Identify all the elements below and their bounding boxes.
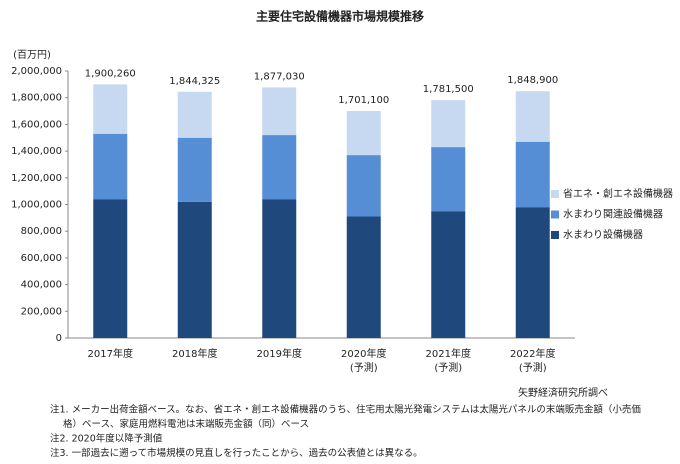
- legend-swatch: [551, 231, 559, 239]
- total-label: 1,900,260: [85, 68, 136, 79]
- x-tick-label: 2021年度: [426, 347, 471, 360]
- y-tick-label: 2,000,000: [11, 66, 62, 77]
- bar-segment: [515, 141, 550, 208]
- y-tick-label: 600,000: [21, 253, 62, 264]
- source: 矢野経済研究所調べ: [518, 386, 608, 399]
- y-tick-label: 1,600,000: [11, 119, 62, 130]
- bar-segment: [346, 110, 381, 156]
- x-tick-note: (予測): [350, 361, 378, 374]
- note: 注3. 一部過去に遡って市場規模の見直しを行ったことから、過去の公表値とは異なる…: [50, 447, 423, 459]
- y-tick-label: 0: [56, 333, 62, 344]
- total-label: 1,701,100: [338, 95, 389, 106]
- legend-label: 水まわり関連設備機器: [563, 208, 663, 221]
- y-tick-label: 400,000: [21, 280, 62, 291]
- note: 注1. メーカー出荷金額ベース。なお、省エネ・創エネ設備機器のうち、住宅用太陽光…: [50, 404, 641, 416]
- y-tick-label: 1,800,000: [11, 93, 62, 104]
- y-tick-label: 800,000: [21, 226, 62, 237]
- y-tick-label: 1,000,000: [11, 200, 62, 211]
- x-tick-label: 2022年度: [510, 347, 555, 360]
- total-label: 1,848,900: [507, 75, 558, 86]
- bar-segment: [93, 199, 128, 338]
- bar-segment: [262, 135, 297, 200]
- x-tick-note: (予測): [519, 361, 547, 374]
- bar-segment: [177, 91, 212, 138]
- chart-title: 主要住宅設備機器市場規模推移: [256, 9, 424, 24]
- bar-segment: [346, 216, 381, 338]
- x-tick-label: 2017年度: [88, 347, 133, 360]
- bar-segment: [431, 147, 466, 212]
- total-label: 1,844,325: [169, 76, 220, 87]
- note: 格）ベース、家庭用燃料電池は末端販売金額（同）ベース: [63, 418, 309, 430]
- legend-swatch: [551, 190, 559, 198]
- bar-segment: [177, 201, 212, 338]
- legend-swatch: [551, 210, 559, 219]
- y-unit: (百万円): [13, 49, 51, 61]
- note: 注2. 2020年度以降予測値: [50, 433, 163, 445]
- legend-label: 水まわり設備機器: [563, 228, 643, 241]
- bar-segment: [262, 199, 297, 338]
- x-tick-note: (予測): [434, 361, 462, 374]
- bar-segment: [262, 87, 297, 136]
- bar-segment: [346, 155, 381, 217]
- y-tick-label: 200,000: [21, 306, 62, 317]
- x-tick-label: 2020年度: [341, 347, 386, 360]
- bar-segment: [431, 211, 466, 338]
- bar-segment: [93, 84, 128, 134]
- x-tick-label: 2019年度: [257, 347, 302, 360]
- bar-segment: [177, 137, 212, 202]
- y-tick-label: 1,400,000: [11, 146, 62, 157]
- bar-segment: [93, 133, 128, 200]
- legend-label: 省エネ・創エネ設備機器: [563, 187, 673, 200]
- total-label: 1,877,030: [254, 71, 305, 82]
- bar-segment: [515, 91, 550, 142]
- total-label: 1,781,500: [423, 84, 474, 95]
- bar-segment: [431, 100, 466, 148]
- y-tick-label: 1,200,000: [11, 173, 62, 184]
- x-tick-label: 2018年度: [172, 347, 217, 360]
- bar-segment: [515, 207, 550, 338]
